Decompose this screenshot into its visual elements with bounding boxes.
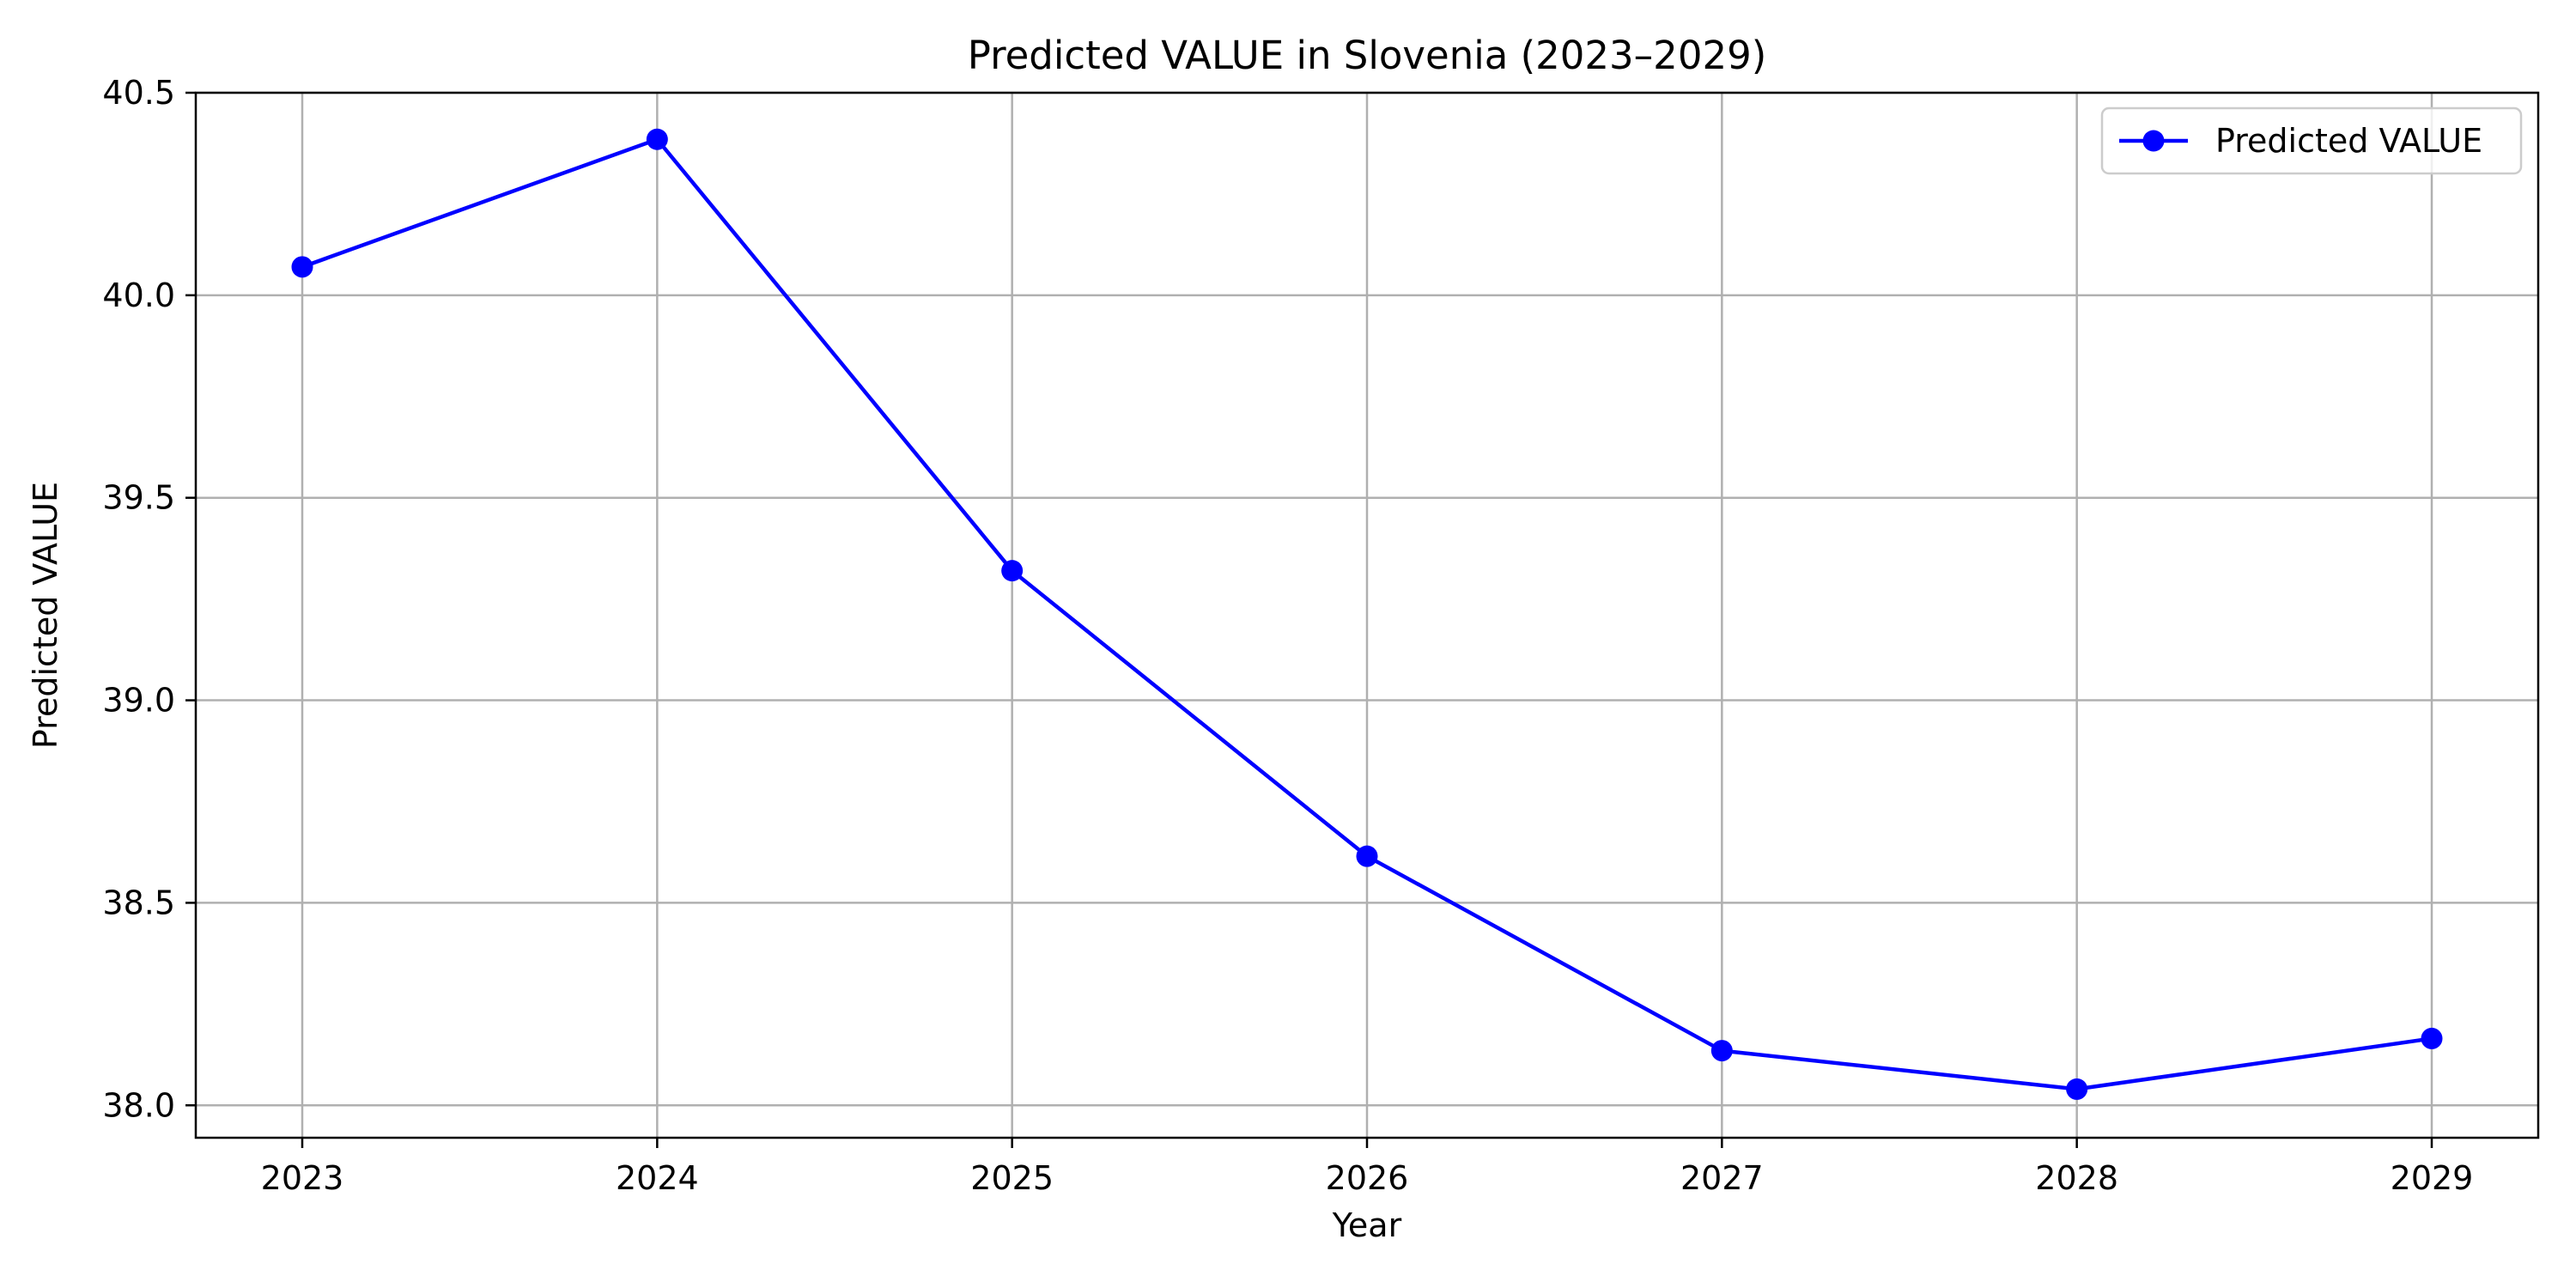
data-point bbox=[1001, 560, 1024, 582]
legend: Predicted VALUE bbox=[2100, 106, 2523, 175]
data-point bbox=[646, 128, 668, 150]
data-point bbox=[1356, 845, 1378, 867]
x-tick-label: 2028 bbox=[2035, 1159, 2118, 1197]
legend-marker bbox=[2142, 130, 2165, 152]
chart-title: Predicted VALUE in Slovenia (2023–2029) bbox=[968, 33, 1767, 78]
x-tick-label: 2027 bbox=[1680, 1159, 1764, 1197]
x-axis-title: Year bbox=[1332, 1206, 1402, 1244]
data-point bbox=[2066, 1078, 2088, 1100]
axis-ticks: 2023 2024 2025 2026 2027 2028 2029 38.0 38.5 39.0… bbox=[102, 74, 2473, 1197]
x-tick-label: 2024 bbox=[616, 1159, 699, 1197]
x-tick-label: 2029 bbox=[2391, 1159, 2474, 1197]
series-layer bbox=[291, 128, 2443, 1100]
x-tick-label: 2025 bbox=[970, 1159, 1054, 1197]
y-tick-label: 38.5 bbox=[102, 884, 175, 921]
y-tick-label: 39.0 bbox=[102, 682, 175, 720]
y-axis-title: Predicted VALUE bbox=[27, 482, 64, 749]
y-tick-label: 40.0 bbox=[102, 276, 175, 314]
x-tick-label: 2026 bbox=[1326, 1159, 1409, 1197]
data-point bbox=[1710, 1040, 1733, 1062]
y-tick-label: 39.5 bbox=[102, 479, 175, 517]
y-tick-label: 40.5 bbox=[102, 74, 175, 112]
x-tick-label: 2023 bbox=[261, 1159, 344, 1197]
data-point bbox=[2421, 1027, 2443, 1049]
data-point bbox=[291, 256, 313, 278]
legend-label: Predicted VALUE bbox=[2215, 122, 2482, 160]
y-tick-label: 38.0 bbox=[102, 1086, 175, 1124]
legend-box bbox=[2100, 106, 2523, 175]
